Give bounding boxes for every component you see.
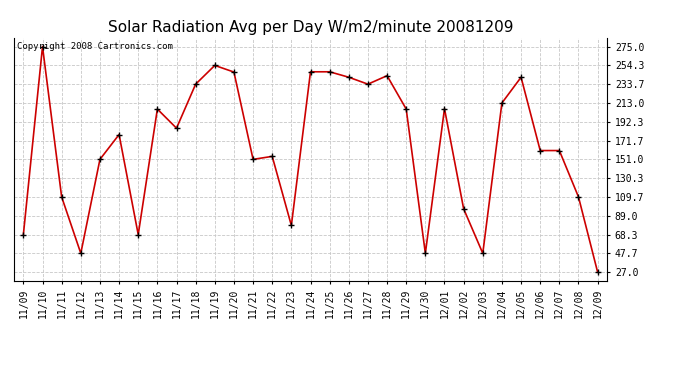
Text: Copyright 2008 Cartronics.com: Copyright 2008 Cartronics.com bbox=[17, 42, 172, 51]
Title: Solar Radiation Avg per Day W/m2/minute 20081209: Solar Radiation Avg per Day W/m2/minute … bbox=[108, 20, 513, 35]
